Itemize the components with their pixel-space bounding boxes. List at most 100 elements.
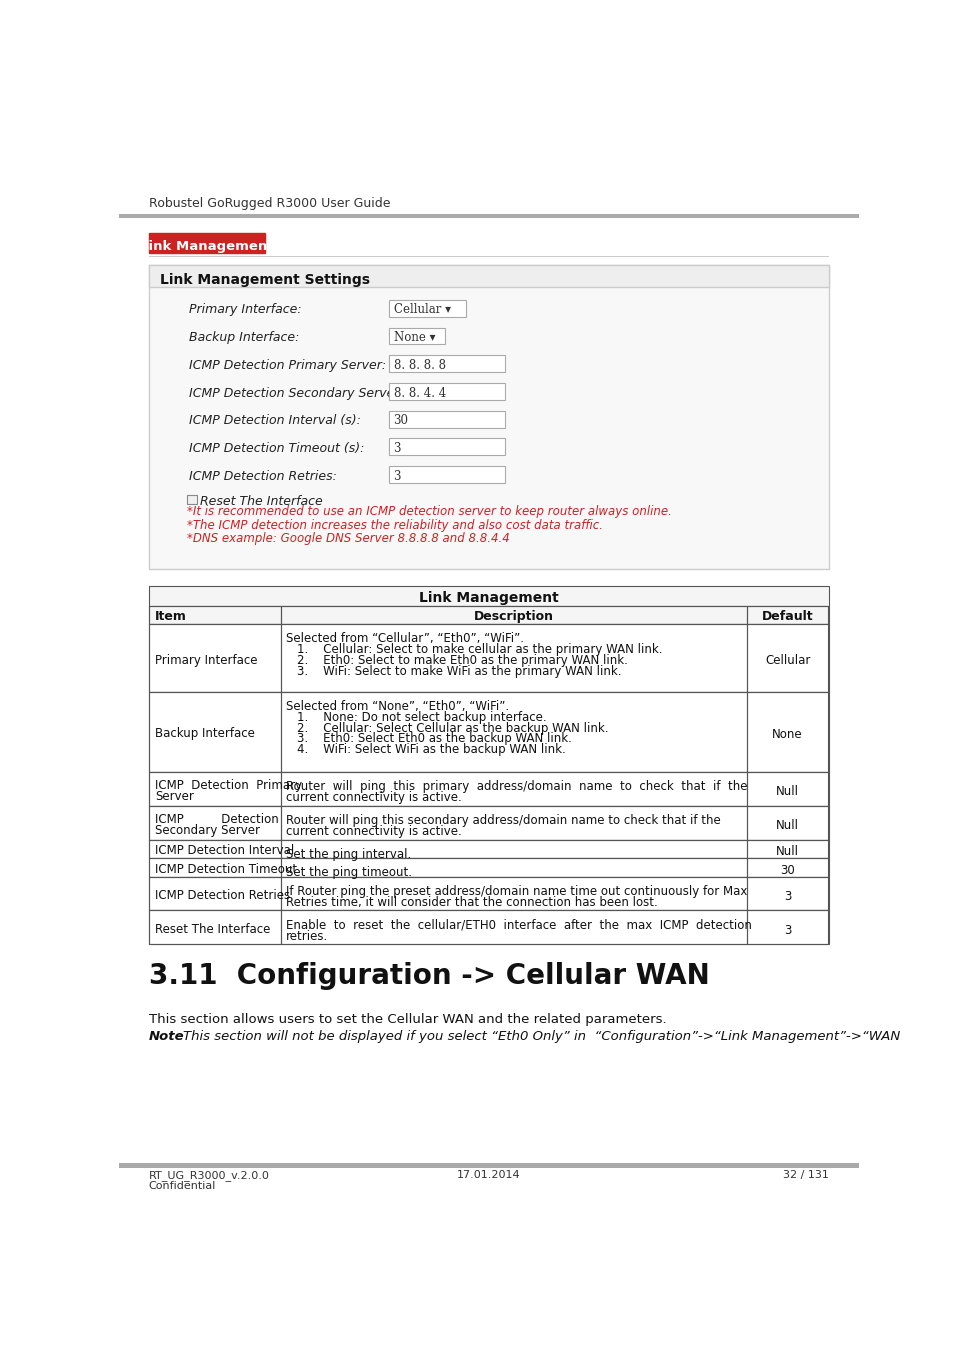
Bar bbox=[746, 840, 827, 859]
Bar bbox=[149, 840, 281, 859]
Bar bbox=[281, 876, 746, 910]
Text: Robustel GoRugged R3000 User Guide: Robustel GoRugged R3000 User Guide bbox=[149, 197, 390, 209]
Text: 17.01.2014: 17.01.2014 bbox=[456, 1170, 520, 1180]
Text: If Router ping the preset address/domain name time out continuously for Max: If Router ping the preset address/domain… bbox=[286, 884, 746, 898]
Bar bbox=[746, 859, 827, 876]
Text: None: None bbox=[772, 729, 802, 741]
Text: 3: 3 bbox=[394, 441, 400, 455]
Text: This section allows users to set the Cellular WAN and the related parameters.: This section allows users to set the Cel… bbox=[149, 1012, 665, 1026]
Bar bbox=[119, 1162, 858, 1168]
Text: Link Management: Link Management bbox=[140, 240, 274, 254]
Text: Retries time, it will consider that the connection has been lost.: Retries time, it will consider that the … bbox=[286, 895, 657, 909]
Bar bbox=[149, 876, 828, 910]
Text: Reset The Interface: Reset The Interface bbox=[154, 923, 270, 936]
Text: Secondary Server: Secondary Server bbox=[154, 824, 259, 837]
Bar bbox=[281, 691, 746, 772]
Bar bbox=[149, 859, 828, 876]
Bar bbox=[389, 383, 505, 400]
Bar bbox=[149, 910, 281, 944]
Text: *The ICMP detection increases the reliability and also cost data traffic.: *The ICMP detection increases the reliab… bbox=[187, 518, 603, 532]
Text: retries.: retries. bbox=[286, 930, 328, 942]
Bar bbox=[187, 494, 196, 504]
Text: ICMP Detection Retries: ICMP Detection Retries bbox=[154, 890, 290, 902]
Bar bbox=[149, 232, 265, 252]
Bar bbox=[281, 859, 746, 876]
Text: 3.11  Configuration -> Cellular WAN: 3.11 Configuration -> Cellular WAN bbox=[149, 963, 709, 991]
Text: 1.    Cellular: Select to make cellular as the primary WAN link.: 1. Cellular: Select to make cellular as … bbox=[296, 643, 661, 656]
Bar bbox=[149, 772, 281, 806]
Bar bbox=[149, 876, 281, 910]
Text: 3.    Eth0: Select Eth0 as the backup WAN link.: 3. Eth0: Select Eth0 as the backup WAN l… bbox=[296, 733, 571, 745]
Bar bbox=[281, 772, 746, 806]
Bar bbox=[149, 265, 828, 568]
Text: Server: Server bbox=[154, 790, 193, 803]
Text: ICMP Detection Retries:: ICMP Detection Retries: bbox=[189, 470, 336, 483]
Bar bbox=[746, 806, 827, 840]
Bar bbox=[281, 606, 746, 624]
Text: ICMP Detection Timeout (s):: ICMP Detection Timeout (s): bbox=[189, 441, 364, 455]
Text: 1.    None: Do not select backup interface.: 1. None: Do not select backup interface. bbox=[296, 711, 546, 724]
Text: Router will ping this secondary address/domain name to check that if the: Router will ping this secondary address/… bbox=[286, 814, 720, 828]
Text: Null: Null bbox=[776, 786, 799, 798]
Bar bbox=[281, 806, 746, 840]
Text: ICMP Detection Interval (s):: ICMP Detection Interval (s): bbox=[189, 414, 360, 427]
Text: Cellular ▾: Cellular ▾ bbox=[394, 304, 450, 316]
Text: RT_UG_R3000_v.2.0.0: RT_UG_R3000_v.2.0.0 bbox=[149, 1170, 270, 1181]
Text: Router  will  ping  this  primary  address/domain  name  to  check  that  if  th: Router will ping this primary address/do… bbox=[286, 780, 746, 792]
Text: 3: 3 bbox=[783, 890, 791, 903]
Bar bbox=[149, 691, 828, 772]
Text: 30: 30 bbox=[780, 864, 794, 878]
Text: Enable  to  reset  the  cellular/ETH0  interface  after  the  max  ICMP  detecti: Enable to reset the cellular/ETH0 interf… bbox=[286, 919, 751, 931]
Text: None ▾: None ▾ bbox=[394, 331, 435, 344]
Text: ICMP Detection Primary Server:: ICMP Detection Primary Server: bbox=[189, 359, 386, 371]
Text: Null: Null bbox=[776, 819, 799, 832]
Bar bbox=[149, 859, 281, 876]
Text: Link Management Settings: Link Management Settings bbox=[159, 273, 369, 286]
Text: Backup Interface: Backup Interface bbox=[154, 728, 254, 740]
Bar bbox=[149, 606, 281, 624]
Bar bbox=[389, 410, 505, 428]
Bar bbox=[746, 876, 827, 910]
Bar bbox=[389, 328, 444, 344]
Text: Null: Null bbox=[776, 845, 799, 859]
Bar bbox=[389, 355, 505, 373]
Bar bbox=[389, 466, 505, 483]
Bar bbox=[281, 624, 746, 691]
Bar bbox=[746, 910, 827, 944]
Text: 4.    WiFi: Select WiFi as the backup WAN link.: 4. WiFi: Select WiFi as the backup WAN l… bbox=[296, 743, 565, 756]
Text: Set the ping timeout.: Set the ping timeout. bbox=[286, 867, 412, 879]
Text: Selected from “Cellular”, “Eth0”, “WiFi”.: Selected from “Cellular”, “Eth0”, “WiFi”… bbox=[286, 632, 523, 645]
Bar bbox=[149, 806, 828, 840]
Bar bbox=[389, 300, 466, 317]
Bar bbox=[149, 840, 828, 859]
Text: *It is recommended to use an ICMP detection server to keep router always online.: *It is recommended to use an ICMP detect… bbox=[187, 505, 672, 517]
Text: 2.    Cellular: Select Cellular as the backup WAN link.: 2. Cellular: Select Cellular as the back… bbox=[296, 722, 608, 734]
Text: Link Management: Link Management bbox=[418, 591, 558, 605]
Text: 3: 3 bbox=[783, 923, 791, 937]
Bar bbox=[281, 910, 746, 944]
Text: *DNS example: Google DNS Server 8.8.8.8 and 8.8.4.4: *DNS example: Google DNS Server 8.8.8.8 … bbox=[187, 532, 510, 545]
Text: 3.    WiFi: Select to make WiFi as the primary WAN link.: 3. WiFi: Select to make WiFi as the prim… bbox=[296, 664, 620, 678]
Bar bbox=[149, 624, 828, 691]
Bar bbox=[119, 215, 858, 219]
Text: Primary Interface: Primary Interface bbox=[154, 653, 257, 667]
Text: Item: Item bbox=[154, 610, 187, 622]
Text: Confidential: Confidential bbox=[149, 1181, 215, 1191]
Text: ICMP Detection Timeout: ICMP Detection Timeout bbox=[154, 863, 296, 876]
Text: 3: 3 bbox=[394, 470, 400, 483]
Text: Selected from “None”, “Eth0”, “WiFi”.: Selected from “None”, “Eth0”, “WiFi”. bbox=[286, 701, 509, 713]
Text: Primary Interface:: Primary Interface: bbox=[189, 304, 301, 316]
Bar bbox=[149, 806, 281, 840]
Text: Description: Description bbox=[474, 610, 554, 622]
Text: Cellular: Cellular bbox=[764, 655, 809, 667]
Bar bbox=[149, 772, 828, 806]
Bar bbox=[746, 691, 827, 772]
Bar bbox=[149, 691, 281, 772]
Text: ICMP Detection Interval: ICMP Detection Interval bbox=[154, 845, 294, 857]
Bar bbox=[389, 439, 505, 455]
Text: 2.    Eth0: Select to make Eth0 as the primary WAN link.: 2. Eth0: Select to make Eth0 as the prim… bbox=[296, 653, 627, 667]
Text: 8. 8. 8. 8: 8. 8. 8. 8 bbox=[394, 359, 445, 371]
Text: Note: Note bbox=[149, 1030, 184, 1042]
Bar bbox=[149, 265, 828, 286]
Text: Set the ping interval.: Set the ping interval. bbox=[286, 848, 411, 861]
